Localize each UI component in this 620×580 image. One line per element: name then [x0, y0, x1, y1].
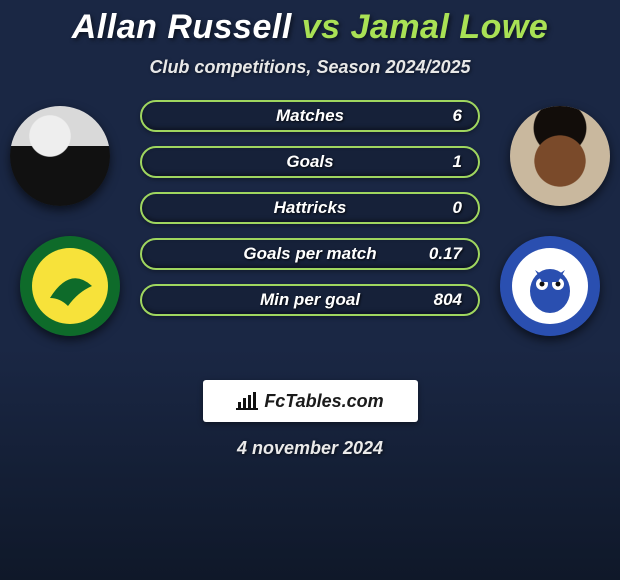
- stat-bar: Hattricks 0: [140, 192, 480, 224]
- stat-bar: Goals per match 0.17: [140, 238, 480, 270]
- vs-text: vs: [302, 8, 341, 46]
- stat-bar: Min per goal 804: [140, 284, 480, 316]
- player2-avatar: [510, 106, 610, 206]
- stat-value: 0: [453, 198, 462, 218]
- brand-text: FcTables.com: [264, 391, 383, 412]
- stat-label: Matches: [276, 106, 344, 126]
- player1-name: Allan Russell: [72, 8, 292, 46]
- stat-value: 0.17: [429, 244, 462, 264]
- stat-label: Min per goal: [260, 290, 360, 310]
- chart-icon: [236, 392, 258, 410]
- brand-badge: FcTables.com: [203, 380, 418, 422]
- stat-label: Goals per match: [243, 244, 376, 264]
- stat-value: 1: [453, 152, 462, 172]
- stats-area: Matches 6 Goals 1 Hattricks 0 Goals per …: [0, 106, 620, 366]
- stat-value: 804: [434, 290, 462, 310]
- stat-bar: Matches 6: [140, 100, 480, 132]
- player2-club-crest: [500, 236, 600, 336]
- stat-label: Hattricks: [274, 198, 347, 218]
- date-text: 4 november 2024: [0, 438, 620, 459]
- player2-name: Jamal Lowe: [351, 8, 549, 46]
- stat-label: Goals: [286, 152, 333, 172]
- stat-value: 6: [453, 106, 462, 126]
- player1-club-crest: [20, 236, 120, 336]
- subtitle: Club competitions, Season 2024/2025: [0, 57, 620, 78]
- page-title: Allan Russell vs Jamal Lowe: [0, 8, 620, 47]
- stat-bar: Goals 1: [140, 146, 480, 178]
- player1-avatar: [10, 106, 110, 206]
- comparison-card: Allan Russell vs Jamal Lowe Club competi…: [0, 0, 620, 459]
- stat-bars: Matches 6 Goals 1 Hattricks 0 Goals per …: [140, 100, 480, 330]
